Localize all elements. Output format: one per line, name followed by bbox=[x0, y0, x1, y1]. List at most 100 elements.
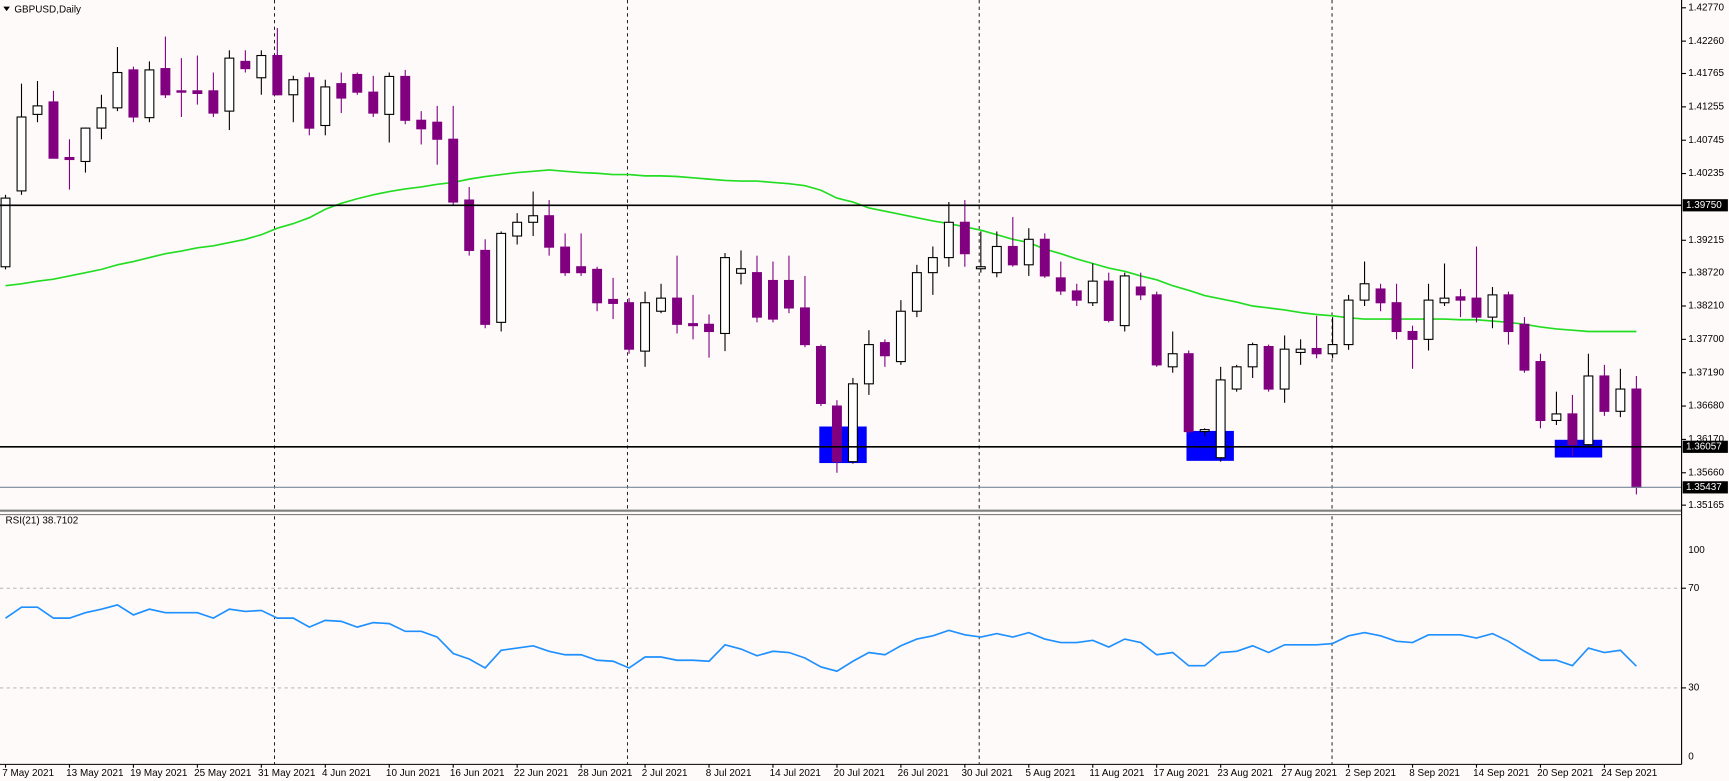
candle-body bbox=[1519, 323, 1530, 371]
candle-body bbox=[464, 199, 475, 251]
x-tick-label: 7 May 2021 bbox=[2, 768, 54, 779]
candle-body bbox=[1375, 288, 1386, 304]
candle-body bbox=[1599, 375, 1610, 412]
zone-box bbox=[819, 426, 867, 464]
menu-triangle bbox=[3, 6, 10, 12]
y-tick-label: 1.36680 bbox=[1688, 401, 1724, 412]
candle-body bbox=[208, 90, 219, 114]
y-tick-label: 1.35165 bbox=[1688, 500, 1724, 511]
candle-body bbox=[736, 268, 746, 274]
x-tick-label: 24 Sep 2021 bbox=[1601, 768, 1658, 779]
candle-body bbox=[272, 54, 283, 96]
candle-body bbox=[1567, 413, 1578, 446]
candle-body bbox=[1359, 283, 1370, 301]
candle-body bbox=[1407, 330, 1418, 340]
candle-body bbox=[1327, 344, 1338, 355]
candle-body bbox=[1199, 429, 1210, 433]
candle-body bbox=[1087, 280, 1098, 304]
y-tick-label: 1.42770 bbox=[1688, 2, 1724, 13]
candle-body bbox=[1423, 299, 1434, 340]
axis-edge-label: 100 bbox=[1688, 545, 1705, 556]
y-tick-label: 1.38720 bbox=[1688, 267, 1724, 278]
candle-body bbox=[815, 345, 826, 405]
candle-body bbox=[1055, 277, 1066, 292]
y-tick-label: 1.37700 bbox=[1688, 334, 1724, 345]
candle-body bbox=[576, 266, 587, 274]
candle-body bbox=[288, 79, 299, 96]
candle-body bbox=[128, 69, 139, 118]
candle-body bbox=[1215, 379, 1226, 459]
candle-body bbox=[640, 302, 651, 352]
candle-body bbox=[847, 383, 858, 463]
candle-body bbox=[1007, 245, 1018, 266]
candle-body bbox=[1023, 238, 1034, 266]
candle-body bbox=[240, 60, 251, 70]
candle-body bbox=[656, 297, 667, 312]
price-label: 1.36057 bbox=[1686, 441, 1722, 452]
x-tick-label: 13 May 2021 bbox=[66, 768, 124, 779]
y-tick-label: 1.40235 bbox=[1688, 168, 1724, 179]
candle-body bbox=[975, 266, 986, 270]
y-tick-label: 1.35660 bbox=[1688, 467, 1724, 478]
candle-body bbox=[752, 272, 762, 318]
candle-body bbox=[1535, 361, 1546, 422]
candle-body bbox=[400, 75, 411, 121]
candle-body bbox=[768, 279, 778, 320]
price-label-box bbox=[1682, 440, 1728, 453]
candle-body bbox=[528, 215, 539, 223]
candle-body bbox=[368, 91, 379, 114]
x-tick-label: 2 Jul 2021 bbox=[642, 768, 688, 779]
candle-body bbox=[1039, 238, 1050, 277]
candle-body bbox=[304, 77, 315, 129]
candle-body bbox=[176, 90, 187, 93]
price-label: 1.35437 bbox=[1686, 482, 1722, 493]
candle-body bbox=[1439, 297, 1450, 304]
candle-body bbox=[943, 221, 954, 259]
candle-body bbox=[1471, 297, 1482, 318]
candle-body bbox=[512, 221, 523, 237]
price-panel: 1.42770 1.42260 1.41765 1.41255 1.40745 1.402… bbox=[0, 2, 1728, 511]
x-tick-label: 25 May 2021 bbox=[194, 768, 252, 779]
candle-body bbox=[608, 298, 619, 304]
axis-edge-label: 0 bbox=[1688, 751, 1694, 762]
x-tick-label: 27 Aug 2021 bbox=[1281, 768, 1337, 779]
candle-body bbox=[224, 57, 235, 112]
rsi-panel: 30 70 bbox=[0, 583, 1700, 694]
candle-body bbox=[0, 197, 11, 268]
moving-average bbox=[5, 169, 1637, 333]
candle-body bbox=[384, 75, 395, 115]
x-tick-label: 4 Jun 2021 bbox=[322, 768, 372, 779]
candle-body bbox=[448, 138, 459, 203]
candle-body bbox=[1631, 388, 1642, 488]
candle-body bbox=[112, 71, 123, 109]
candle-body bbox=[1551, 413, 1562, 422]
candle-body bbox=[1151, 294, 1162, 366]
candle-body bbox=[1583, 375, 1594, 446]
x-tick-label: 26 Jul 2021 bbox=[898, 768, 950, 779]
chart-title: GBPUSD,Daily bbox=[14, 5, 81, 16]
zone-box bbox=[1186, 430, 1234, 461]
candle-body bbox=[799, 307, 810, 346]
candle-body bbox=[48, 101, 59, 159]
candle-body bbox=[32, 105, 43, 115]
x-tick-label: 23 Aug 2021 bbox=[1217, 768, 1273, 779]
candle-body bbox=[1391, 302, 1402, 333]
candle-body bbox=[1503, 294, 1514, 333]
candle-body bbox=[624, 302, 635, 350]
x-tick-label: 11 Aug 2021 bbox=[1089, 768, 1144, 779]
candle-body bbox=[352, 73, 363, 93]
y-tick-label: 1.37190 bbox=[1688, 367, 1724, 378]
candle-body bbox=[863, 344, 874, 385]
candle-body bbox=[320, 86, 331, 127]
vertical-grid bbox=[274, 0, 1333, 765]
candle-body bbox=[959, 221, 970, 255]
x-tick-label: 28 Jun 2021 bbox=[578, 768, 633, 779]
candle-body bbox=[1119, 275, 1130, 327]
x-tick-label: 20 Sep 2021 bbox=[1537, 768, 1594, 779]
candle-body bbox=[704, 323, 714, 333]
candle-body bbox=[496, 232, 507, 323]
x-tick-label: 14 Jul 2021 bbox=[770, 768, 822, 779]
candle-body bbox=[1135, 286, 1146, 296]
candle-body bbox=[1071, 290, 1082, 301]
